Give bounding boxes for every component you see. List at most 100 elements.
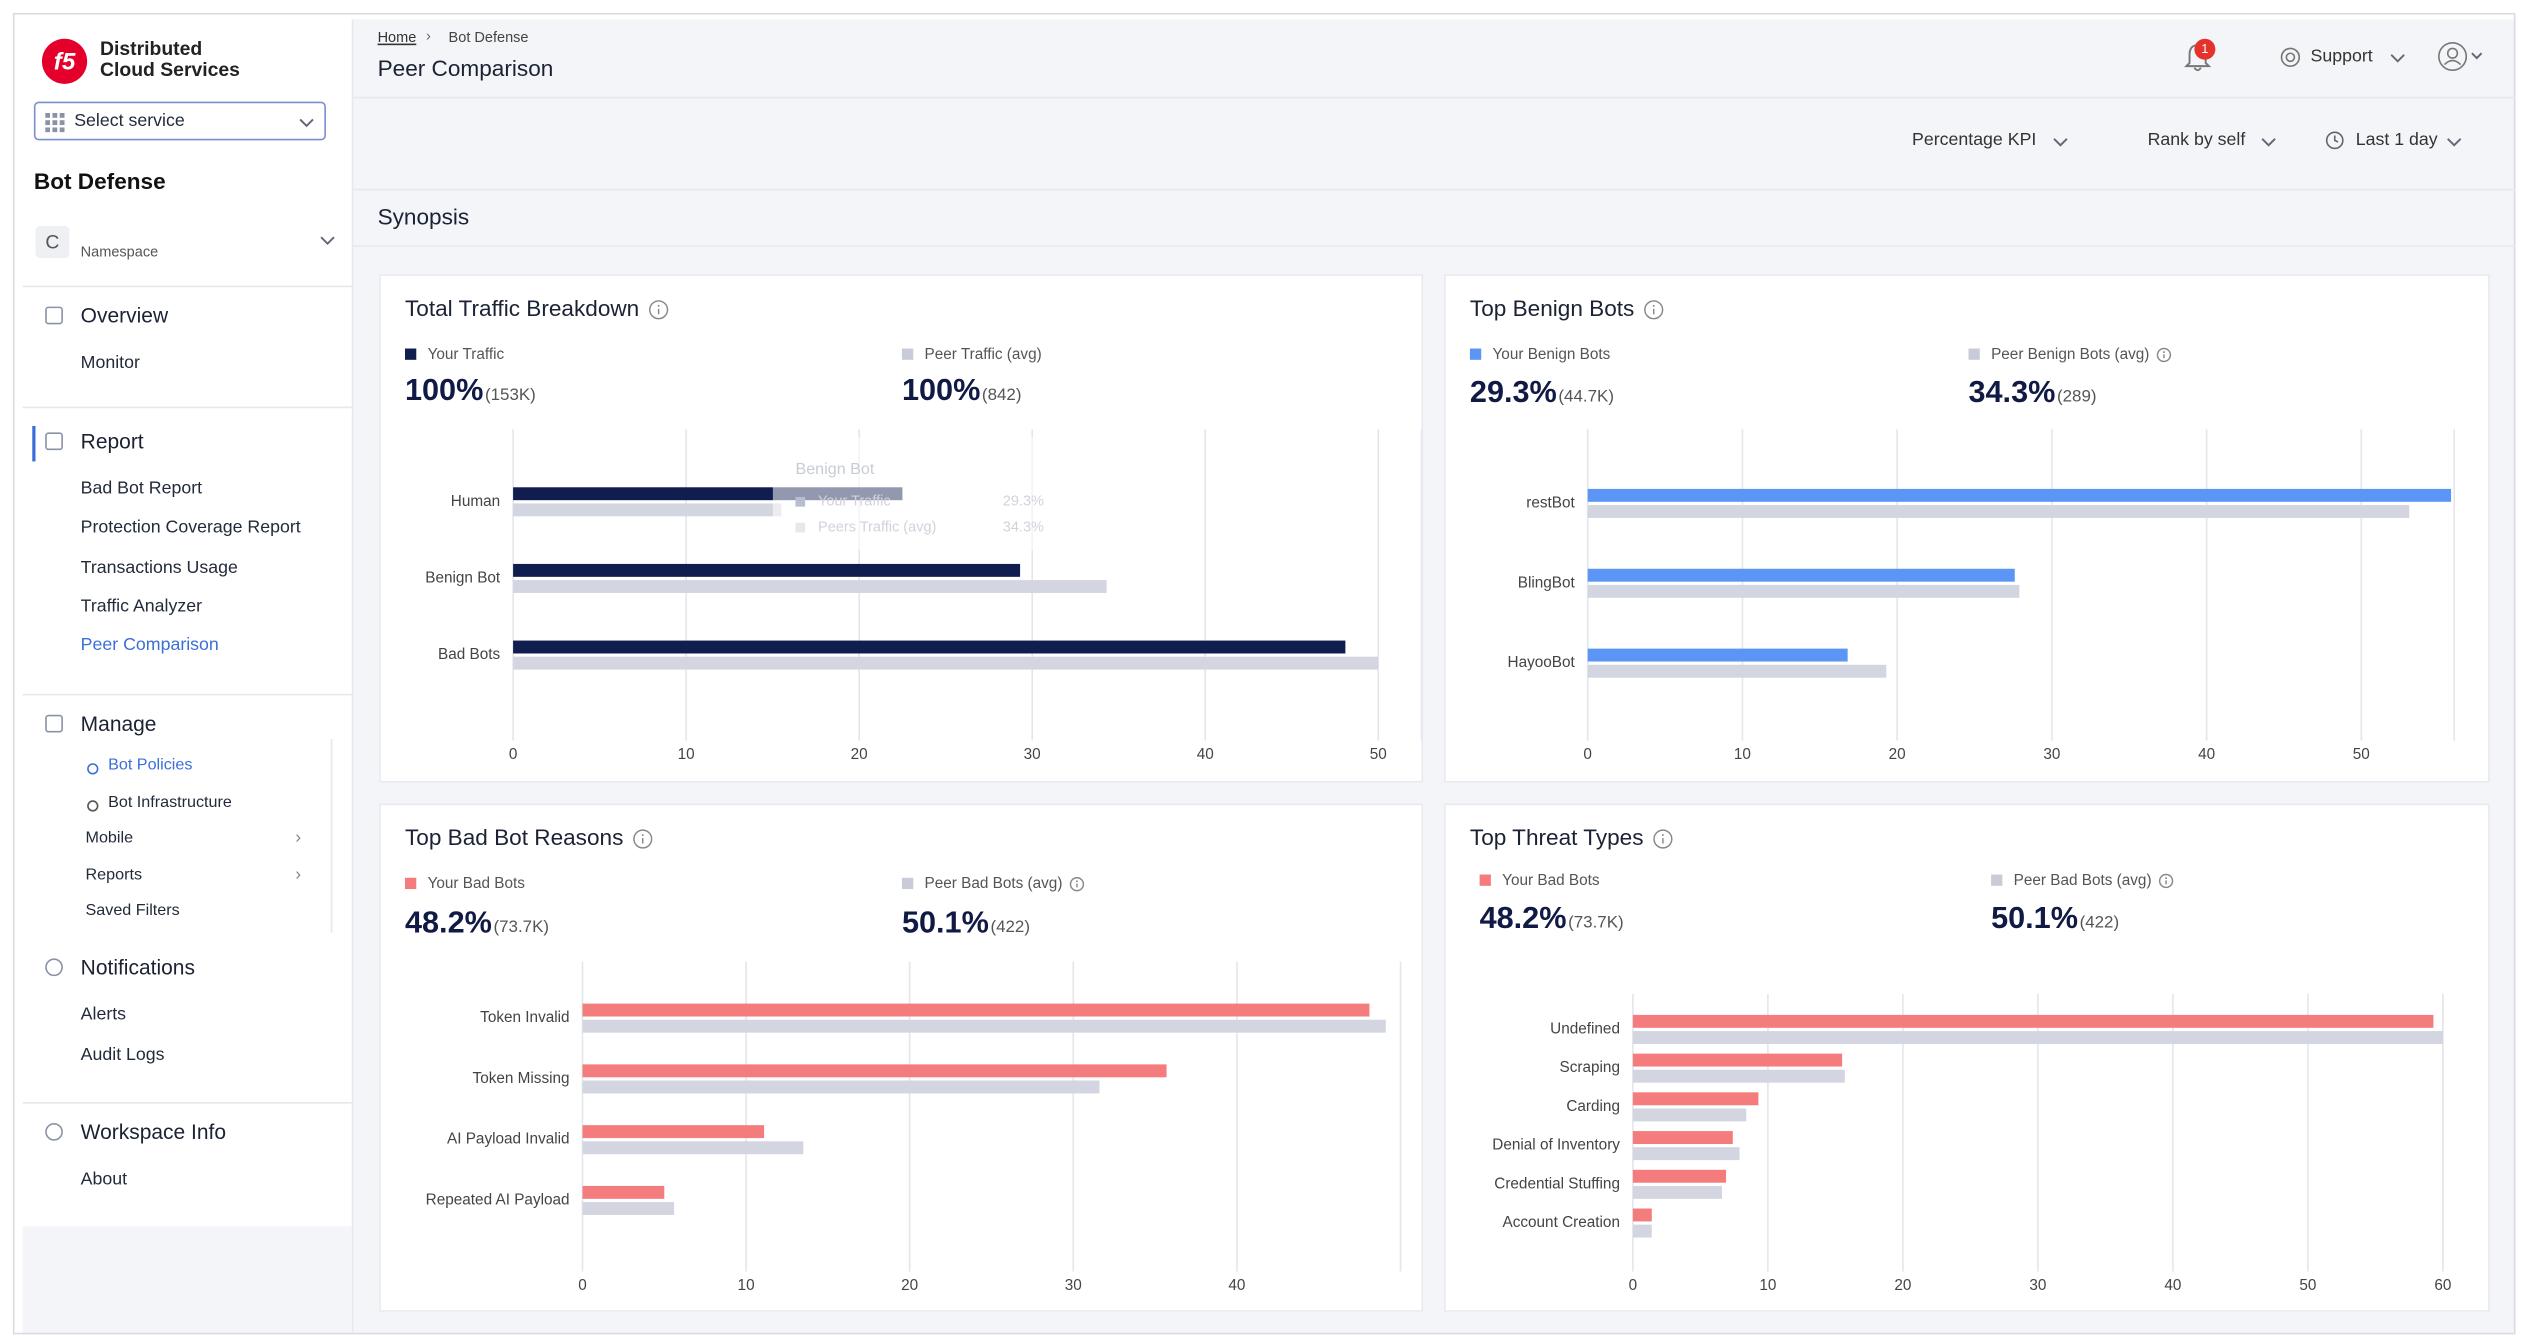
- legend-label: Peer Bad Bots (avg): [2014, 872, 2152, 889]
- x-tick-label: 10: [678, 746, 695, 763]
- x-tick-label: 20: [1894, 1277, 1911, 1294]
- support-icon: [2280, 47, 2301, 67]
- time-range-select[interactable]: Last 1 day: [2355, 130, 2438, 151]
- namespace-avatar: C: [35, 225, 70, 259]
- x-tick-label: 20: [901, 1277, 918, 1294]
- nav-item[interactable]: Bad Bot Report: [80, 479, 203, 499]
- info-icon[interactable]: [1653, 829, 1673, 849]
- namespace-label[interactable]: Namespace: [80, 243, 159, 260]
- x-tick-label: 0: [578, 1277, 587, 1294]
- nav-item[interactable]: Peer Comparison: [80, 635, 219, 656]
- info-icon[interactable]: [649, 300, 669, 320]
- item-icon: [87, 763, 99, 775]
- tooltip-title: Benign Bot: [795, 460, 874, 478]
- legend-swatch: [901, 877, 914, 890]
- legend-swatch: [1991, 874, 2003, 886]
- nav-item[interactable]: Traffic Analyzer: [80, 597, 203, 617]
- legend-label: Peer Benign Bots (avg): [1991, 346, 2149, 363]
- legend-swatch: [1469, 348, 1482, 360]
- nav-item[interactable]: Reports: [85, 866, 143, 885]
- divider: [353, 245, 2516, 247]
- page-title: Peer Comparison: [377, 54, 554, 81]
- bar: [582, 1141, 804, 1155]
- nav-section[interactable]: Workspace Info: [80, 1119, 227, 1144]
- summary-value: 100%: [405, 373, 483, 407]
- submenu-arrow: ›: [295, 827, 302, 848]
- info-icon[interactable]: [1644, 300, 1664, 320]
- category-label: restBot: [1526, 494, 1575, 511]
- bar: [582, 1019, 1386, 1033]
- nav-item[interactable]: Bot Infrastructure: [108, 793, 232, 812]
- chevron: [299, 118, 314, 128]
- nav-item[interactable]: Bot Policies: [108, 756, 193, 775]
- nav-item[interactable]: Audit Logs: [80, 1045, 165, 1065]
- x-tick-label: 10: [1734, 746, 1751, 763]
- nav-item[interactable]: Mobile: [85, 829, 134, 848]
- bar: [1632, 1053, 1843, 1067]
- category-label: HayooBot: [1508, 654, 1576, 671]
- bar: [1632, 1092, 1759, 1106]
- nav-section[interactable]: Overview: [80, 303, 169, 328]
- nav-item[interactable]: Transactions Usage: [80, 558, 238, 578]
- nav-section[interactable]: Manage: [80, 711, 157, 736]
- summary-count: (73.7K): [493, 917, 549, 936]
- nav-item[interactable]: Monitor: [80, 353, 140, 373]
- rank-select[interactable]: Rank by self: [2147, 130, 2246, 151]
- bar: [1632, 1185, 1722, 1199]
- bar: [1632, 1031, 2443, 1044]
- x-tick-label: 20: [851, 746, 868, 763]
- bar: [1632, 1131, 1733, 1144]
- x-tick-label: 30: [1024, 746, 1041, 763]
- tooltip-swatch: [795, 496, 806, 507]
- user-menu[interactable]: [2436, 40, 2484, 72]
- nav-section[interactable]: Report: [80, 429, 144, 454]
- support-menu[interactable]: Support: [2310, 46, 2373, 67]
- x-tick-label: 60: [2434, 1277, 2451, 1294]
- legend-label: Your Traffic: [428, 346, 505, 363]
- bar: [1587, 488, 2452, 502]
- category-label: Account Creation: [1503, 1214, 1620, 1231]
- x-tick-label: 30: [2029, 1277, 2046, 1294]
- x-tick-label: 50: [2353, 746, 2370, 763]
- notification-badge: 1: [2194, 38, 2216, 60]
- bar: [1632, 1069, 1845, 1083]
- summary-count: (289): [2057, 386, 2097, 405]
- x-tick-label: 0: [1629, 1277, 1638, 1294]
- bar: [582, 1003, 1370, 1017]
- summary-count: (422): [2080, 912, 2120, 931]
- nav-icon: [45, 306, 63, 325]
- sidebar: [22, 19, 354, 1333]
- category-label: Token Missing: [473, 1070, 570, 1087]
- breadcrumb-link[interactable]: Home: [377, 29, 417, 46]
- kpi-select[interactable]: Percentage KPI: [1912, 130, 2037, 151]
- nav-section[interactable]: Notifications: [80, 955, 195, 980]
- info-icon[interactable]: [2156, 347, 2172, 363]
- info-icon[interactable]: [1069, 877, 1085, 892]
- category-label: Carding: [1566, 1098, 1620, 1115]
- breadcrumb-item: Bot Defense: [448, 29, 529, 46]
- logo-text: Distributed Cloud Services: [100, 38, 240, 81]
- x-tick-label: 30: [2043, 746, 2060, 763]
- bar: [1587, 664, 1887, 678]
- tooltip-value: 34.3%: [1003, 519, 1044, 535]
- tooltip-swatch: [795, 522, 806, 533]
- active-indicator: [32, 425, 36, 462]
- service-select[interactable]: Select service: [33, 101, 326, 141]
- nav-item[interactable]: About: [80, 1169, 128, 1190]
- info-icon[interactable]: [2158, 873, 2174, 889]
- bar: [513, 580, 1107, 593]
- bar: [1587, 568, 2015, 582]
- info-icon[interactable]: [633, 829, 653, 849]
- summary-value: 50.1%: [902, 906, 989, 940]
- bar: [582, 1202, 675, 1215]
- chart-panel: Top Bad Bot Reasons Your Bad Bots 48.2% (73…: [379, 803, 1424, 1312]
- category-label: AI Payload Invalid: [447, 1131, 570, 1148]
- clock-icon: [2325, 131, 2344, 150]
- nav-item[interactable]: Saved Filters: [85, 901, 180, 920]
- nav-item[interactable]: Protection Coverage Report: [80, 517, 301, 538]
- bar: [1632, 1108, 1747, 1122]
- category-label: Scraping: [1560, 1059, 1620, 1076]
- nav-item[interactable]: Alerts: [80, 1005, 127, 1025]
- legend-swatch: [404, 877, 417, 890]
